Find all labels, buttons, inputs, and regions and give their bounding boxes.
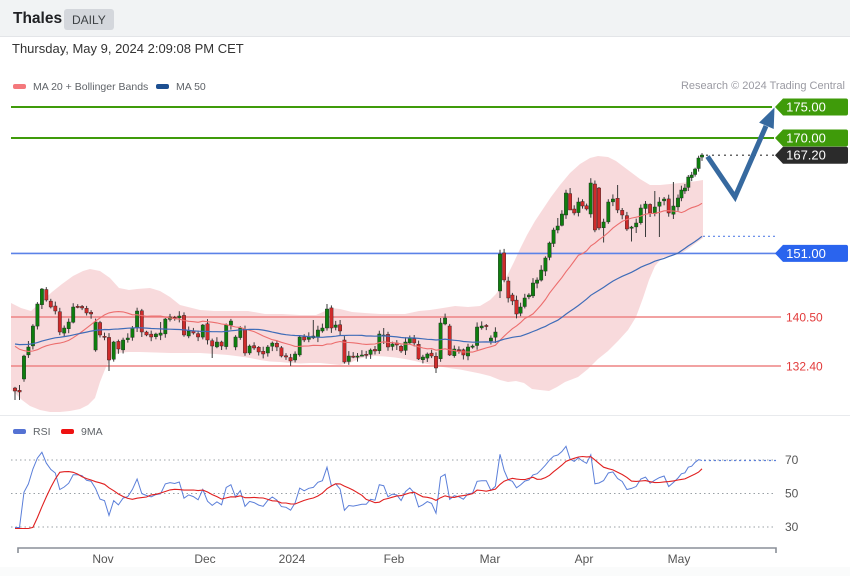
svg-text:2024: 2024 (279, 552, 306, 566)
svg-text:May: May (668, 552, 691, 566)
svg-text:70: 70 (785, 453, 799, 467)
svg-text:Feb: Feb (384, 552, 405, 566)
svg-text:Apr: Apr (575, 552, 594, 566)
svg-text:Dec: Dec (194, 552, 215, 566)
svg-text:132.40: 132.40 (786, 360, 823, 374)
svg-text:140.50: 140.50 (786, 311, 823, 325)
svg-text:167.20: 167.20 (786, 148, 826, 163)
svg-text:30: 30 (785, 520, 799, 534)
svg-text:175.00: 175.00 (786, 100, 826, 115)
svg-text:170.00: 170.00 (786, 131, 826, 146)
svg-text:151.00: 151.00 (786, 246, 826, 261)
svg-text:Mar: Mar (480, 552, 501, 566)
svg-text:50: 50 (785, 487, 799, 501)
svg-text:Nov: Nov (92, 552, 113, 566)
